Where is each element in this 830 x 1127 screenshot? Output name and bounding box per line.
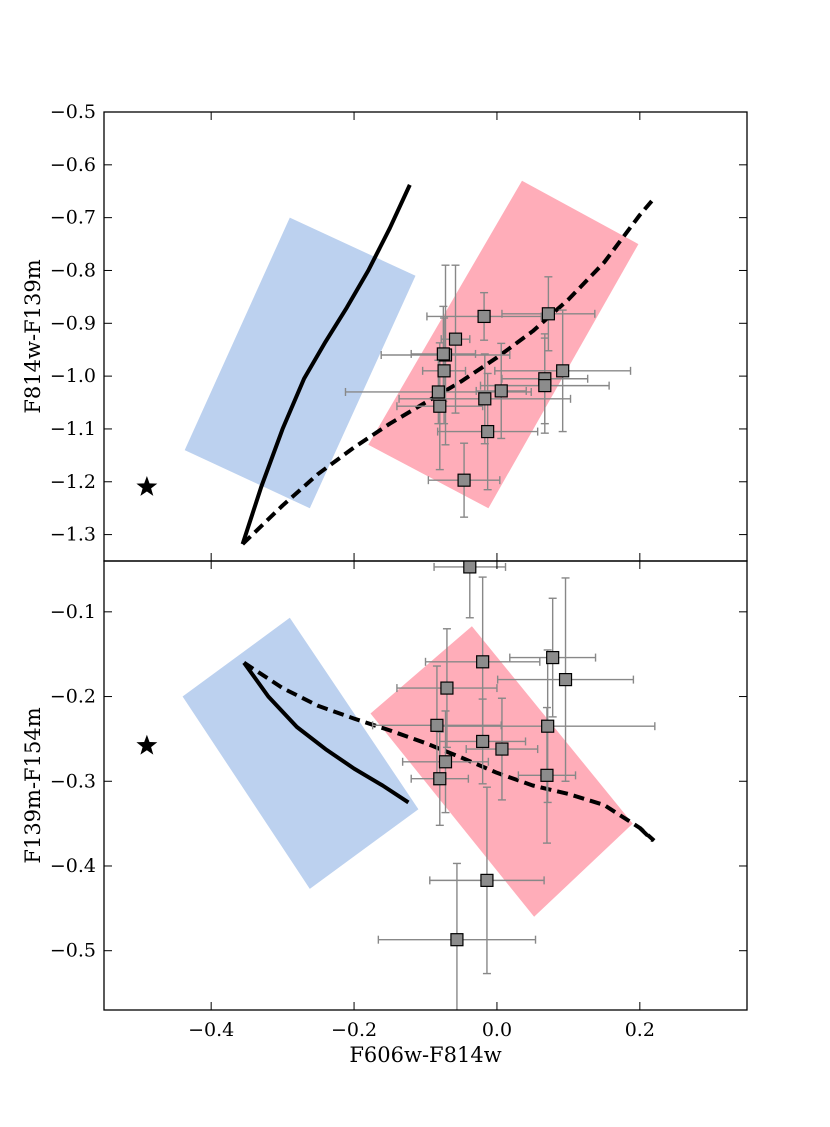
solid-track bbox=[242, 661, 410, 805]
data-point bbox=[476, 734, 490, 749]
y-tick-label: −0.5 bbox=[50, 940, 96, 962]
y-tick-label: −1.1 bbox=[50, 418, 96, 440]
y-tick-label: −0.6 bbox=[50, 154, 96, 176]
dashed-track bbox=[241, 195, 658, 546]
y-axis-label-bottom: F139m-F154m bbox=[21, 707, 45, 863]
data-point bbox=[440, 681, 454, 695]
star-marker bbox=[136, 734, 158, 755]
y-tick-label: −0.7 bbox=[50, 207, 96, 229]
data-point bbox=[546, 650, 560, 665]
top-panel: −1.3 −1.2 −1.1 −1.0 −0.9 −0.8 −0.7 −0.6 −0.5 bbox=[50, 101, 748, 562]
solid-track bbox=[240, 184, 412, 545]
x-tick-label: 0.2 bbox=[625, 1019, 655, 1041]
plot-frame bbox=[103, 560, 748, 1011]
data-point bbox=[481, 424, 495, 439]
data-point bbox=[463, 561, 477, 574]
y-tick-label: −0.1 bbox=[50, 601, 96, 623]
data-point bbox=[437, 364, 451, 378]
data-point bbox=[436, 347, 450, 361]
data-point bbox=[476, 655, 490, 669]
y-tick-label: −0.8 bbox=[50, 259, 96, 281]
data-point bbox=[433, 772, 447, 786]
data-point bbox=[457, 473, 471, 487]
star-marker bbox=[136, 476, 158, 496]
pink-region bbox=[368, 180, 639, 509]
y-tick-label: −0.4 bbox=[50, 855, 96, 877]
data-point bbox=[430, 718, 444, 732]
data-point bbox=[438, 755, 453, 769]
y-tick-label: −0.3 bbox=[50, 770, 96, 792]
data-point bbox=[478, 392, 492, 406]
data-point bbox=[541, 307, 555, 321]
data-point bbox=[558, 673, 573, 687]
y-tick-label: −1.3 bbox=[50, 524, 96, 546]
y-tick-label: −0.2 bbox=[50, 686, 96, 708]
data-point bbox=[494, 384, 508, 398]
x-axis-label: F606w-F814w bbox=[349, 1043, 501, 1067]
data-point bbox=[448, 332, 463, 346]
blue-region bbox=[184, 217, 416, 509]
data-point bbox=[556, 364, 570, 378]
data-point bbox=[433, 399, 447, 413]
x-tick-label: −0.4 bbox=[188, 1019, 234, 1041]
y-tick-label: −0.5 bbox=[50, 101, 96, 123]
plot-area bbox=[136, 561, 656, 1010]
blue-region bbox=[182, 617, 419, 889]
data-point bbox=[480, 873, 494, 887]
dashed-track bbox=[242, 661, 656, 843]
plot-frame bbox=[103, 111, 748, 562]
data-point bbox=[450, 933, 464, 947]
y-tick-label: −1.2 bbox=[50, 471, 96, 493]
x-tick-label: 0.0 bbox=[482, 1019, 512, 1041]
data-point bbox=[538, 379, 552, 393]
dashed-tail bbox=[638, 826, 655, 843]
y-tick-label: −0.9 bbox=[50, 312, 96, 334]
data-point bbox=[540, 768, 554, 782]
bottom-panel: −0.5 −0.4 −0.3 −0.2 −0.1 −0.4 −0.2 0.0 0.2 bbox=[50, 560, 748, 1041]
data-point bbox=[541, 719, 555, 733]
plot-area bbox=[136, 180, 658, 546]
data-point bbox=[431, 385, 445, 399]
y-axis-label-top: F814w-F139m bbox=[21, 259, 45, 413]
y-tick-label: −1.0 bbox=[50, 365, 96, 387]
data-point bbox=[477, 309, 491, 324]
data-point bbox=[495, 742, 509, 756]
x-tick-label: −0.2 bbox=[331, 1019, 377, 1041]
